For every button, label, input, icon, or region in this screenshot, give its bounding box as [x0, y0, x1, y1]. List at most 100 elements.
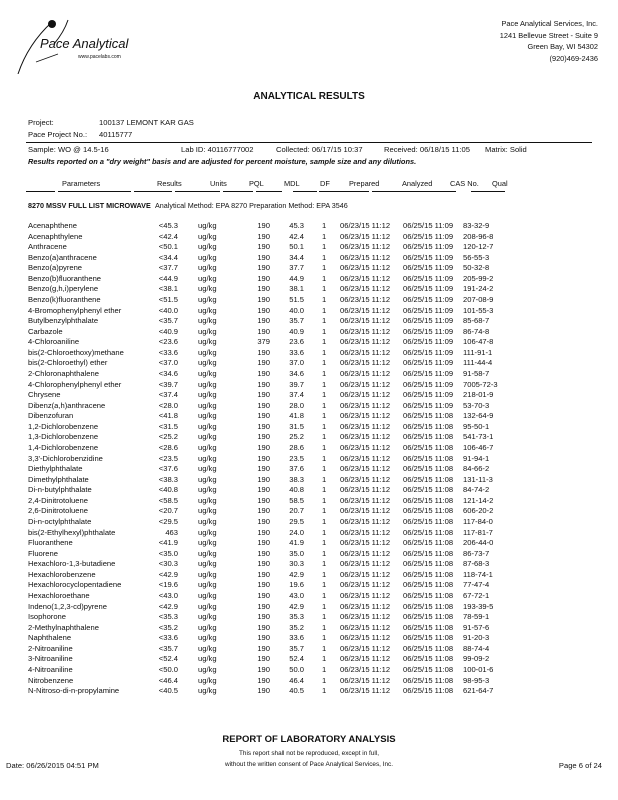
- cell-result: <25.2: [158, 432, 178, 442]
- col-analyzed: Analyzed: [402, 179, 433, 188]
- cell-pql: 190: [257, 421, 270, 431]
- cell-mdl: 40.8: [289, 485, 304, 495]
- table-row: N-Nitroso-di-n-propylamine <40.5 ug/kg 190 4…: [0, 686, 618, 697]
- cell-units: ug/kg: [198, 400, 217, 410]
- cell-units: ug/kg: [198, 390, 217, 400]
- cell-pql: 190: [257, 305, 270, 315]
- cell-df: 1: [322, 242, 327, 252]
- cell-analyzed: 06/25/15 11:08: [403, 643, 454, 653]
- cell-cas-no: 91-58-7: [463, 368, 490, 378]
- cell-result: <46.4: [158, 675, 178, 685]
- cell-parameter: 2,6-Dinitrotoluene: [28, 506, 88, 516]
- cell-cas-no: 56-55-3: [463, 252, 490, 262]
- cell-parameter: bis(2-Chloroethoxy)methane: [28, 347, 124, 357]
- cell-mdl: 45.3: [289, 221, 304, 230]
- cell-analyzed: 06/25/15 11:08: [403, 590, 454, 600]
- cell-parameter: Carbazole: [28, 326, 63, 336]
- cell-result: <40.5: [158, 686, 178, 696]
- cell-units: ug/kg: [198, 485, 217, 495]
- cell-cas-no: 101-55-3: [463, 305, 494, 315]
- table-row: Acenaphthene <45.3 ug/kg 190 45.3 1 06/23/15 1…: [0, 221, 618, 232]
- cell-pql: 190: [257, 527, 270, 537]
- cell-df: 1: [322, 612, 327, 622]
- page-title: ANALYTICAL RESULTS: [253, 91, 365, 102]
- cell-cas-no: 95-50-1: [463, 421, 490, 431]
- cell-parameter: Benzo(a)pyrene: [28, 263, 83, 273]
- cell-mdl: 43.0: [289, 590, 304, 600]
- company-city: Green Bay, WI 54302: [527, 42, 598, 51]
- cell-cas-no: 7005-72-3: [463, 379, 498, 389]
- cell-parameter: 2-Nitroaniline: [28, 643, 73, 653]
- cell-df: 1: [322, 622, 327, 632]
- cell-units: ug/kg: [198, 294, 217, 304]
- cell-result: <41.9: [158, 538, 178, 548]
- cell-result: <39.7: [158, 379, 178, 389]
- cell-analyzed: 06/25/15 11:08: [403, 675, 454, 685]
- cell-result: <44.9: [158, 273, 178, 283]
- cell-df: 1: [322, 569, 327, 579]
- cell-pql: 190: [257, 358, 270, 368]
- table-row: Carbazole <40.9 ug/kg 190 40.9 1 06/23/15 11:1…: [0, 327, 618, 338]
- cell-parameter: Di-n-octylphthalate: [28, 516, 92, 526]
- cell-units: ug/kg: [198, 516, 217, 526]
- cell-mdl: 29.5: [289, 516, 304, 526]
- cell-df: 1: [322, 294, 327, 304]
- cell-cas-no: 106-46-7: [463, 442, 494, 452]
- cell-parameter: Hexachlorobenzene: [28, 569, 96, 579]
- table-row: 2-Methylnaphthalene <35.2 ug/kg 190 35.2 1 06/…: [0, 623, 618, 634]
- cell-prepared: 06/23/15 11:12: [340, 347, 391, 357]
- cell-analyzed: 06/25/15 11:08: [403, 559, 454, 569]
- cell-prepared: 06/23/15 11:12: [340, 294, 391, 304]
- cell-units: ug/kg: [198, 675, 217, 685]
- cell-mdl: 37.0: [289, 358, 304, 368]
- cell-analyzed: 06/25/15 11:08: [403, 686, 454, 696]
- cell-mdl: 33.6: [289, 633, 304, 643]
- cell-df: 1: [322, 379, 327, 389]
- cell-prepared: 06/23/15 11:12: [340, 464, 391, 474]
- table-row: Dimethylphthalate <38.3 ug/kg 190 38.3 1 06/23…: [0, 475, 618, 486]
- cell-cas-no: 206-44-0: [463, 538, 494, 548]
- cell-units: ug/kg: [198, 379, 217, 389]
- cell-df: 1: [322, 368, 327, 378]
- cell-parameter: 1,3-Dichlorobenzene: [28, 432, 99, 442]
- cell-result: <38.3: [158, 474, 178, 484]
- table-row: Hexachlorobenzene <42.9 ug/kg 190 42.9 1 06/23…: [0, 570, 618, 581]
- cell-analyzed: 06/25/15 11:08: [403, 633, 454, 643]
- table-row: Benzo(k)fluoranthene <51.5 ug/kg 190 51.5 1 06…: [0, 295, 618, 306]
- cell-cas-no: 77-47-4: [463, 580, 490, 590]
- cell-parameter: Benzo(g,h,i)perylene: [28, 284, 99, 294]
- cell-units: ug/kg: [198, 421, 217, 431]
- cell-prepared: 06/23/15 11:12: [340, 379, 391, 389]
- cell-df: 1: [322, 538, 327, 548]
- cell-df: 1: [322, 263, 327, 273]
- cell-cas-no: 111-91-1: [463, 347, 493, 357]
- cell-mdl: 52.4: [289, 654, 304, 664]
- cell-analyzed: 06/25/15 11:09: [403, 252, 454, 262]
- cell-parameter: Benzo(k)fluoranthene: [28, 294, 101, 304]
- cell-result: <51.5: [158, 294, 178, 304]
- company-street: 1241 Bellevue Street - Suite 9: [499, 30, 598, 40]
- cell-prepared: 06/23/15 11:12: [340, 390, 391, 400]
- cell-prepared: 06/23/15 11:12: [340, 231, 391, 241]
- cell-mdl: 33.6: [289, 347, 304, 357]
- cell-mdl: 42.9: [289, 601, 304, 611]
- cell-result: <43.0: [158, 590, 178, 600]
- table-row: 4-Chlorophenylphenyl ether <39.7 ug/kg 190 3…: [0, 380, 618, 391]
- cell-mdl: 42.4: [289, 231, 304, 241]
- cell-units: ug/kg: [198, 368, 217, 378]
- cell-prepared: 06/23/15 11:12: [340, 411, 391, 421]
- cell-cas-no: 121-14-2: [463, 495, 494, 505]
- col-parameters: Parameters: [62, 179, 101, 188]
- cell-units: ug/kg: [198, 538, 217, 548]
- cell-units: ug/kg: [198, 305, 217, 315]
- page-number: Page 6 of 24: [558, 761, 602, 770]
- cell-prepared: 06/23/15 11:12: [340, 506, 391, 516]
- cell-df: 1: [322, 432, 327, 442]
- cell-parameter: Chrysene: [28, 390, 61, 400]
- cell-cas-no: 84-74-2: [463, 485, 490, 495]
- cell-mdl: 35.7: [289, 316, 304, 326]
- cell-cas-no: 132-64-9: [463, 411, 494, 421]
- cell-result: <52.4: [158, 654, 178, 664]
- cell-df: 1: [322, 506, 327, 516]
- cell-prepared: 06/23/15 11:12: [340, 442, 391, 452]
